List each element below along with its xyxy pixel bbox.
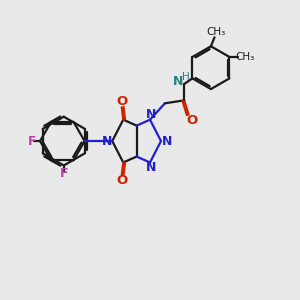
Text: CH₃: CH₃: [206, 27, 225, 37]
Text: N: N: [162, 135, 172, 148]
Text: O: O: [186, 114, 197, 127]
Text: N: N: [146, 161, 157, 174]
Text: N: N: [172, 75, 183, 88]
Text: F: F: [60, 167, 68, 180]
Text: O: O: [116, 95, 128, 108]
Text: F: F: [28, 135, 36, 148]
Text: O: O: [116, 174, 128, 188]
Text: H: H: [182, 73, 190, 82]
Text: N: N: [146, 108, 156, 121]
Text: CH₃: CH₃: [235, 52, 254, 62]
Text: N: N: [102, 135, 112, 148]
